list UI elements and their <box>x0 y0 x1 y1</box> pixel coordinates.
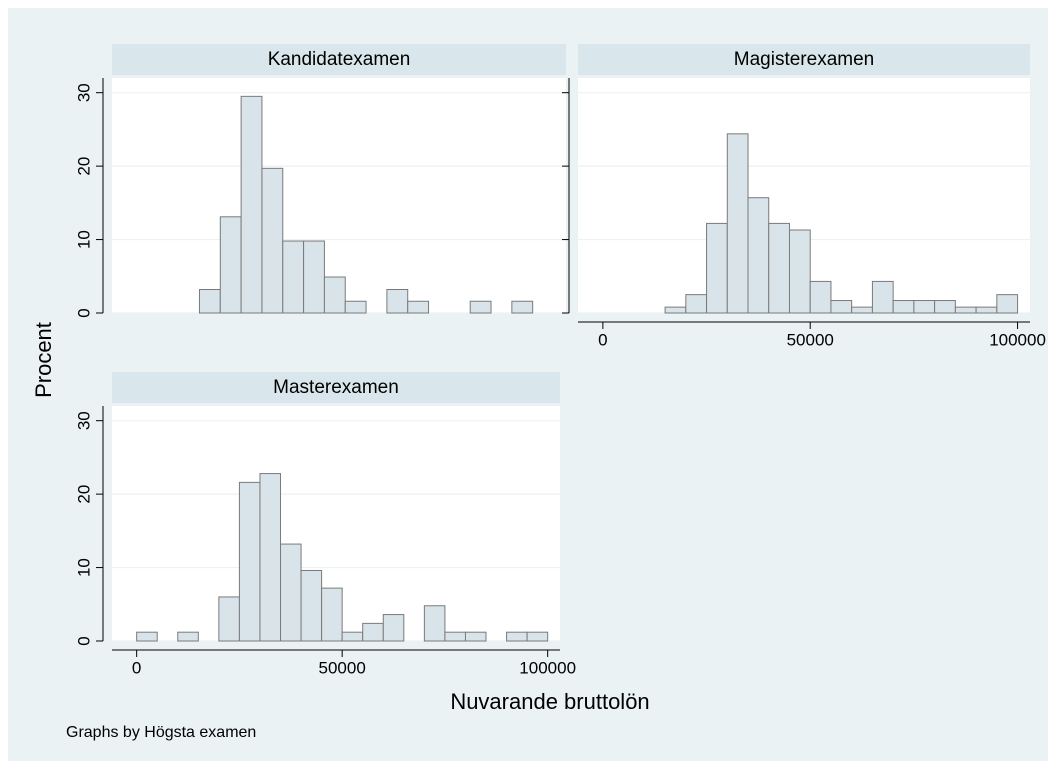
x-tick-label: 50000 <box>787 330 834 349</box>
bar <box>664 306 687 314</box>
x-axis-label: Nuvarande bruttolön <box>450 689 649 714</box>
y-tick-label: 20 <box>74 485 93 504</box>
bar <box>511 300 534 314</box>
bar <box>300 570 323 642</box>
bar <box>259 473 282 642</box>
panel-title: Masterexamen <box>273 377 399 398</box>
bar <box>830 300 853 314</box>
y-tick-label: 30 <box>74 411 93 430</box>
bar <box>177 631 199 642</box>
bar <box>136 631 158 642</box>
panel-title-strip <box>578 44 1030 75</box>
bar <box>996 294 1019 314</box>
bar <box>261 167 284 314</box>
y-tick-label: 20 <box>74 157 93 176</box>
bar <box>362 622 384 642</box>
bar <box>407 300 430 314</box>
bar <box>323 276 346 314</box>
y-tick-label: 0 <box>74 308 93 317</box>
bar <box>321 587 343 642</box>
bar <box>382 614 405 642</box>
y-tick-label: 0 <box>74 636 93 645</box>
bar <box>198 289 221 314</box>
bar <box>282 240 305 314</box>
bar <box>788 229 811 314</box>
bar <box>809 280 832 314</box>
x-tick-label: 100000 <box>989 330 1046 349</box>
bar <box>341 631 364 642</box>
bar <box>303 240 325 314</box>
bar <box>444 631 466 642</box>
y-tick-label: 10 <box>74 230 93 249</box>
x-tick-label: 0 <box>132 658 141 677</box>
plot-area <box>112 78 566 313</box>
bar <box>526 631 549 642</box>
bar <box>238 481 261 642</box>
x-tick-label: 0 <box>598 330 607 349</box>
panel-title: Magisterexamen <box>734 49 874 70</box>
bar <box>685 294 708 314</box>
bar <box>768 222 790 314</box>
bar <box>706 222 728 314</box>
bar <box>954 306 977 314</box>
note: Graphs by Högsta examen <box>66 724 256 741</box>
bar <box>892 300 915 314</box>
x-tick-label: 100000 <box>519 658 576 677</box>
bar <box>469 300 492 314</box>
bar <box>386 289 409 314</box>
bar <box>975 306 998 314</box>
bar <box>240 95 263 314</box>
panel-title-strip <box>112 44 566 75</box>
x-tick-label: 50000 <box>319 658 366 677</box>
bar <box>423 605 446 642</box>
bar <box>871 280 894 314</box>
y-axis-label: Procent <box>31 322 56 398</box>
bar <box>280 543 302 642</box>
bar <box>344 300 367 314</box>
bar <box>851 306 873 314</box>
bar <box>219 216 242 314</box>
bar <box>913 300 936 314</box>
panel-title: Kandidatexamen <box>268 49 411 70</box>
bar <box>726 133 749 314</box>
bar <box>506 631 528 642</box>
bar <box>934 300 956 314</box>
bar <box>464 631 487 642</box>
bar <box>218 596 240 642</box>
panel-title-strip <box>112 372 560 403</box>
y-tick-label: 30 <box>74 83 93 102</box>
bar <box>747 197 770 314</box>
y-tick-label: 10 <box>74 558 93 577</box>
